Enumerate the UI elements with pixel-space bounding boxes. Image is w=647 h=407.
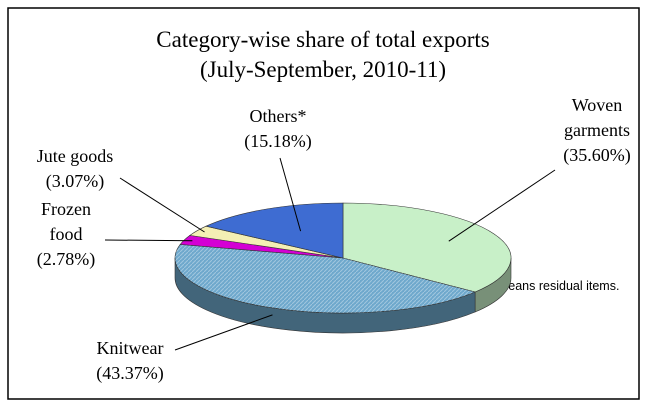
leader-line xyxy=(174,314,273,351)
leader-line xyxy=(104,239,193,242)
value-label: (43.37%) xyxy=(96,363,163,384)
leader-line xyxy=(448,169,556,242)
chart-subtitle: (July-September, 2010-11) xyxy=(200,57,446,82)
value-label: (2.78%) xyxy=(37,249,95,270)
chart-title: Category-wise share of total exports xyxy=(156,27,489,52)
slice-label: Knitwear xyxy=(97,338,164,358)
value-label: (15.18%) xyxy=(244,131,311,152)
slice-label: Jute goods xyxy=(37,146,114,166)
slice-label: Woven garments xyxy=(564,95,630,140)
value-label: (3.07%) xyxy=(46,171,104,192)
slice xyxy=(205,202,344,259)
leader-line xyxy=(119,177,205,233)
value-label: (35.60%) xyxy=(563,145,630,166)
slice-label: Frozen food xyxy=(41,199,91,244)
slice-hatch xyxy=(175,244,476,313)
slice xyxy=(342,202,512,293)
slice-label: Others* xyxy=(250,106,307,126)
leader-line xyxy=(279,157,302,232)
